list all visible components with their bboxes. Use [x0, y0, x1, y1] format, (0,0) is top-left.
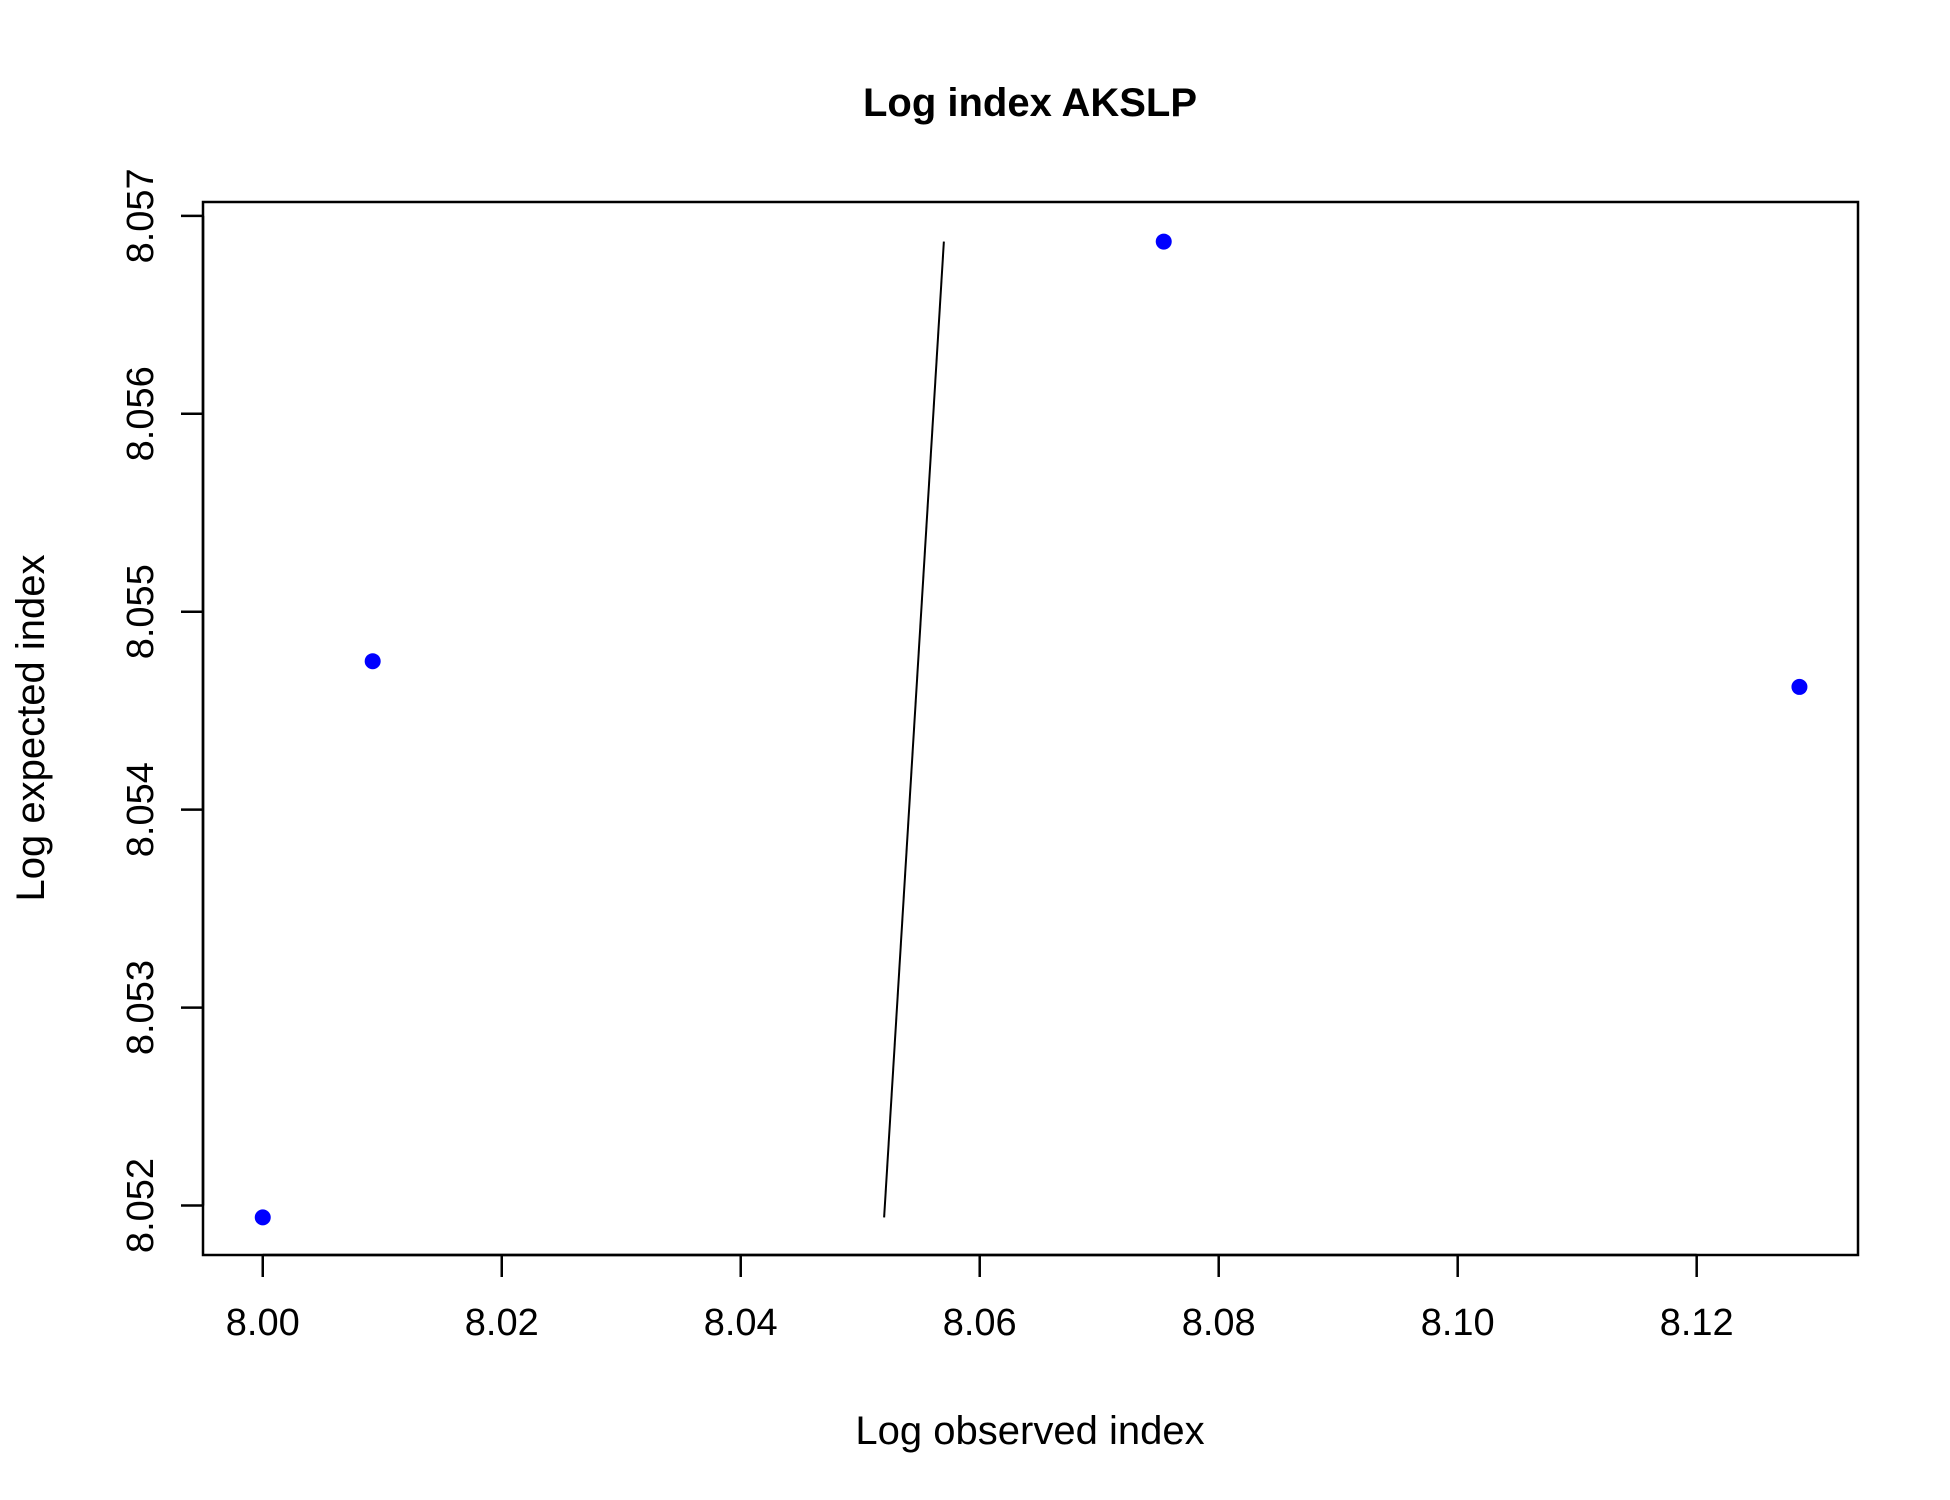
y-tick-label: 8.057: [120, 168, 162, 263]
x-tick-label: 8.02: [465, 1302, 539, 1344]
data-point: [1791, 678, 1808, 695]
x-tick-label: 8.04: [704, 1302, 778, 1344]
data-point: [364, 653, 381, 670]
y-tick-label: 8.052: [120, 1158, 162, 1253]
y-tick-label: 8.053: [120, 960, 162, 1055]
chart-title: Log index AKSLP: [863, 81, 1197, 125]
plot-frame: [201, 200, 1860, 1257]
y-tick-label: 8.055: [120, 564, 162, 659]
y-tick-label: 8.054: [120, 762, 162, 857]
data-series: [254, 233, 1808, 1226]
y-axis: 8.052 8.053 8.054 8.055 8.056 8.057: [120, 168, 205, 1253]
data-point: [1155, 233, 1172, 250]
x-tick-label: 8.10: [1421, 1302, 1495, 1344]
x-tick-label: 8.08: [1182, 1302, 1256, 1344]
y-axis-label: Log expected index: [9, 555, 53, 902]
x-tick-label: 8.00: [226, 1302, 300, 1344]
x-axis: 8.00 8.02 8.04 8.06 8.08 8.10 8.12: [226, 1253, 1734, 1344]
data-point: [254, 1209, 271, 1226]
y-tick-label: 8.056: [120, 366, 162, 461]
x-tick-label: 8.12: [1660, 1302, 1734, 1344]
x-tick-label: 8.06: [943, 1302, 1017, 1344]
fit-line: [883, 241, 945, 1218]
x-axis-label: Log observed index: [855, 1409, 1204, 1453]
